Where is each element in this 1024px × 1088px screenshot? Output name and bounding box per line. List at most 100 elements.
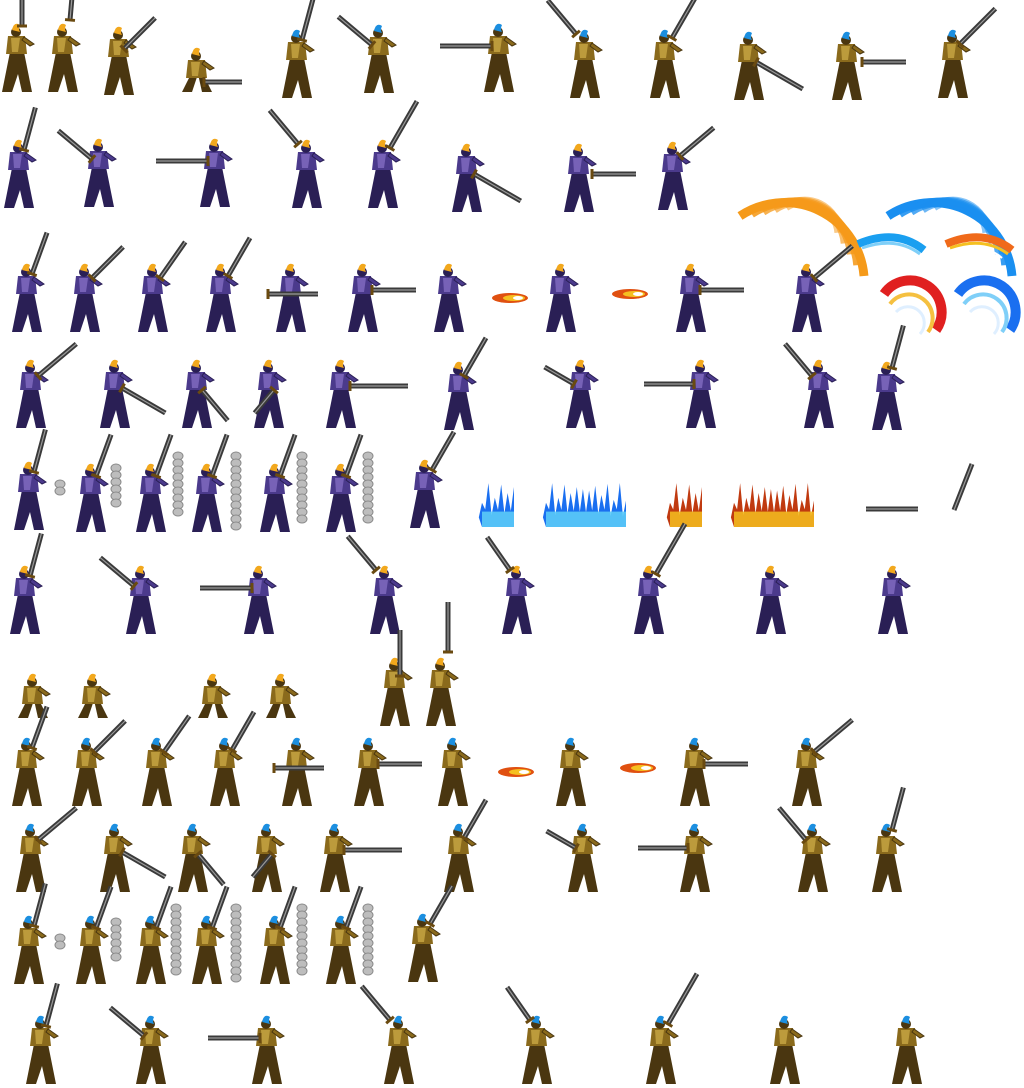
knight-sprite (182, 359, 230, 428)
fireball-effect (492, 293, 528, 303)
knight-sprite (70, 245, 125, 332)
knight-sprite (680, 737, 748, 806)
knight-sprite (646, 972, 700, 1084)
knight-sprite (260, 885, 298, 984)
fireball-effect (498, 767, 534, 777)
knight-sprite (210, 710, 257, 806)
smoke-effect (230, 451, 242, 531)
knight-sprite (252, 359, 287, 428)
knight-sprite (545, 823, 601, 892)
knight-sprite (250, 823, 285, 892)
knight-sprite (206, 236, 253, 332)
knight-sprite (380, 630, 413, 726)
knight-sprite (108, 1005, 169, 1084)
red-arc-slash-effect (879, 275, 947, 336)
smoke-effect (296, 903, 308, 976)
knight-sprite (872, 324, 906, 430)
knight-sprite (192, 885, 230, 984)
knight-sprite (832, 31, 906, 100)
knight-sprite (282, 0, 316, 98)
knight-sprite (272, 737, 324, 806)
knight-sprite (98, 555, 159, 634)
knight-sprite (543, 359, 599, 428)
knight-sprite (734, 31, 805, 100)
knight-sprite (76, 885, 114, 984)
orange-slash-effect (737, 196, 869, 277)
knight-sprite (770, 1015, 803, 1084)
knight-sprite (440, 23, 517, 92)
knight-sprite (136, 433, 174, 532)
knight-sprite (485, 535, 535, 634)
knight-sprite (4, 106, 38, 208)
knight-sprite (676, 263, 744, 332)
knight-sprite (104, 16, 157, 95)
knight-sprite (26, 982, 60, 1084)
knight-sprite (10, 532, 44, 634)
smoke-effect (362, 903, 374, 976)
knight-sprite (348, 263, 416, 332)
knight-sprite (556, 737, 589, 806)
small-blue-slash-effect (856, 233, 927, 259)
knight-sprite (326, 433, 364, 532)
knight-sprite (777, 806, 831, 892)
dropped-sword (951, 463, 975, 511)
knight-sprite (505, 985, 555, 1084)
knight-sprite (100, 823, 167, 892)
knight-sprite (408, 884, 455, 982)
knight-sprite (438, 737, 471, 806)
knight-sprite (200, 565, 277, 634)
knight-sprite (783, 342, 837, 428)
smoke-effect (170, 903, 182, 976)
knight-sprite (434, 263, 467, 332)
blue-arc-slash-effect (953, 275, 1021, 336)
knight-sprite (658, 125, 716, 210)
knight-sprite (326, 885, 364, 984)
knight-sprite (545, 0, 603, 98)
knight-sprite (198, 673, 231, 718)
smoke-effect (230, 903, 242, 983)
knight-sprite (72, 719, 127, 806)
knight-sprite (644, 359, 719, 428)
knight-sprite (872, 786, 906, 892)
knight-sprite (178, 823, 226, 892)
knight-sprite (354, 737, 422, 806)
knight-sprite (320, 823, 402, 892)
knight-sprite (142, 714, 192, 806)
knight-sprite (76, 433, 114, 532)
knight-sprite (792, 243, 854, 332)
knight-sprite (182, 47, 242, 92)
knight-sprite (359, 984, 417, 1084)
knight-sprite (938, 6, 998, 98)
knight-sprite (192, 433, 230, 532)
knight-sprite (78, 673, 111, 718)
blue-flame-effect (542, 483, 626, 527)
knight-sprite (100, 359, 167, 428)
knight-sprite (208, 1015, 285, 1084)
knight-sprite (16, 341, 78, 428)
smoke-effect (110, 917, 122, 962)
knight-sprite (546, 263, 579, 332)
knight-sprite (650, 0, 697, 98)
knight-sprite (18, 673, 51, 718)
blue-flame-effect (478, 483, 514, 527)
smoke-effect (362, 451, 374, 524)
knight-sprite (892, 1015, 925, 1084)
knight-sprite (444, 336, 489, 430)
knight-sprite (638, 823, 713, 892)
smoke-effect (54, 479, 66, 496)
knight-sprite (2, 0, 35, 92)
knight-sprite (156, 138, 233, 207)
fireball-effect (612, 289, 648, 299)
smoke-effect (110, 463, 122, 508)
knight-sprite (368, 99, 420, 208)
knight-sprite (426, 602, 459, 726)
smoke-effect (172, 451, 184, 517)
fireball-effect (620, 763, 656, 773)
small-red-slash-effect (944, 233, 1015, 259)
knight-sprite (266, 673, 299, 718)
knight-sprite (326, 359, 408, 428)
knight-sprite (564, 143, 636, 212)
knight-sprite (792, 717, 854, 806)
